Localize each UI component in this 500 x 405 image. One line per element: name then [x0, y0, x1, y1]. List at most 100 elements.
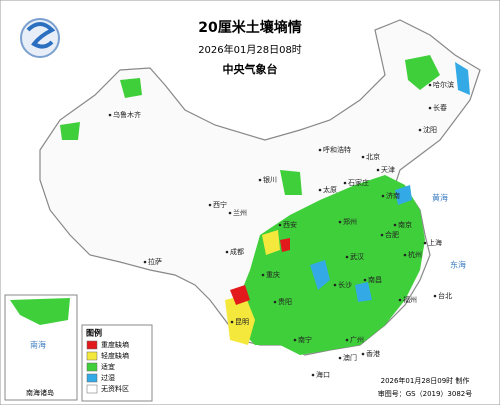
city-marker	[278, 223, 282, 227]
legend-swatch	[86, 351, 98, 361]
legend-title: 图例	[86, 328, 102, 338]
city-label: 南昌	[368, 275, 382, 284]
legend-swatch	[86, 362, 98, 372]
city-marker	[381, 194, 385, 198]
city-label: 天津	[381, 166, 395, 174]
city-marker	[228, 211, 232, 215]
city-marker	[345, 255, 349, 259]
city-marker	[428, 83, 432, 87]
city-marker	[418, 128, 422, 132]
issuer: 中央气象台	[223, 62, 278, 76]
city-label: 银川	[263, 175, 277, 184]
wet-area	[395, 185, 412, 205]
city-marker	[433, 294, 437, 298]
city-label: 郑州	[343, 218, 357, 226]
city-label: 北京	[366, 152, 380, 161]
sea-label: 南海	[30, 340, 46, 350]
made-time: 2026年01月28日09时 制作	[381, 376, 470, 385]
city-marker	[423, 241, 427, 245]
wet-area	[355, 282, 372, 302]
severe-drought-area	[280, 238, 290, 252]
light-drought-area	[262, 230, 280, 255]
city-label: 石家庄	[348, 178, 369, 187]
title: 20厘米土壤墒情	[198, 19, 301, 36]
city-marker	[143, 260, 147, 264]
city-marker	[376, 168, 380, 172]
city-label: 哈尔滨	[433, 80, 454, 89]
city-marker	[318, 148, 322, 152]
city-label: 上海	[428, 238, 442, 247]
legend-label: 适宜	[101, 362, 115, 371]
city-label: 济南	[386, 191, 400, 200]
city-label: 南京	[398, 220, 412, 229]
legend-swatch	[86, 384, 98, 394]
city-label: 重庆	[266, 270, 280, 279]
city-marker	[361, 352, 365, 356]
date: 2026年01月28日08时	[198, 43, 302, 56]
city-marker	[403, 253, 407, 257]
city-marker	[363, 278, 367, 282]
city-label: 沈阳	[423, 125, 437, 134]
city-label: 台北	[438, 291, 452, 300]
city-label: 太原	[323, 185, 337, 194]
city-marker	[261, 273, 265, 277]
city-label: 武汉	[350, 252, 364, 261]
city-marker	[393, 223, 397, 227]
city-label: 长沙	[338, 280, 352, 289]
city-marker	[311, 373, 315, 377]
city-label: 杭州	[408, 250, 422, 259]
sea-label: 东海	[450, 260, 466, 270]
city-label: 兰州	[233, 208, 247, 217]
legend-swatch	[86, 373, 98, 383]
suitable-area	[280, 170, 302, 195]
city-label: 成都	[230, 247, 244, 256]
city-marker	[230, 320, 234, 324]
city-label: 贵阳	[278, 297, 292, 306]
light-drought-area	[225, 295, 255, 345]
city-marker	[361, 155, 365, 159]
legend-label: 重度缺墒	[101, 340, 129, 349]
city-label: 呼和浩特	[323, 145, 351, 154]
city-label: 昆明	[235, 318, 249, 326]
city-marker	[273, 300, 277, 304]
wet-area	[455, 62, 470, 95]
severe-drought-area	[230, 285, 250, 305]
city-label: 香港	[366, 349, 380, 358]
sea-label: 黄海	[432, 193, 448, 203]
legend-label: 过湿	[101, 373, 115, 382]
city-marker	[208, 203, 212, 207]
legend-swatch	[86, 340, 98, 350]
city-label: 西安	[283, 220, 297, 229]
city-marker	[108, 113, 112, 117]
city-label: 广州	[350, 335, 364, 344]
city-label: 合肥	[385, 230, 399, 239]
city-label: 拉萨	[148, 257, 162, 266]
city-marker	[398, 298, 402, 302]
suitable-area	[120, 78, 142, 98]
suitable-area	[60, 122, 80, 140]
city-label: 海口	[316, 370, 330, 379]
city-label: 福州	[403, 295, 417, 304]
city-marker	[333, 283, 337, 287]
legend-label: 轻度缺墒	[101, 351, 129, 360]
inset: 南海诸岛	[4, 294, 78, 401]
city-label: 南宁	[298, 335, 312, 344]
suitable-area	[405, 55, 440, 90]
inset-label: 南海诸岛	[26, 388, 54, 397]
city-marker	[428, 106, 432, 110]
city-marker	[225, 250, 229, 254]
city-label: 长春	[433, 103, 447, 112]
wet-area	[310, 260, 330, 290]
city-marker	[345, 338, 349, 342]
city-marker	[293, 338, 297, 342]
legend-label: 无资料区	[101, 384, 129, 393]
logo	[20, 18, 60, 58]
city-marker	[343, 181, 347, 185]
suitable-area	[238, 175, 425, 355]
city-marker	[318, 188, 322, 192]
city-marker	[338, 220, 342, 224]
city-marker	[338, 356, 342, 360]
city-label: 西宁	[213, 200, 227, 209]
